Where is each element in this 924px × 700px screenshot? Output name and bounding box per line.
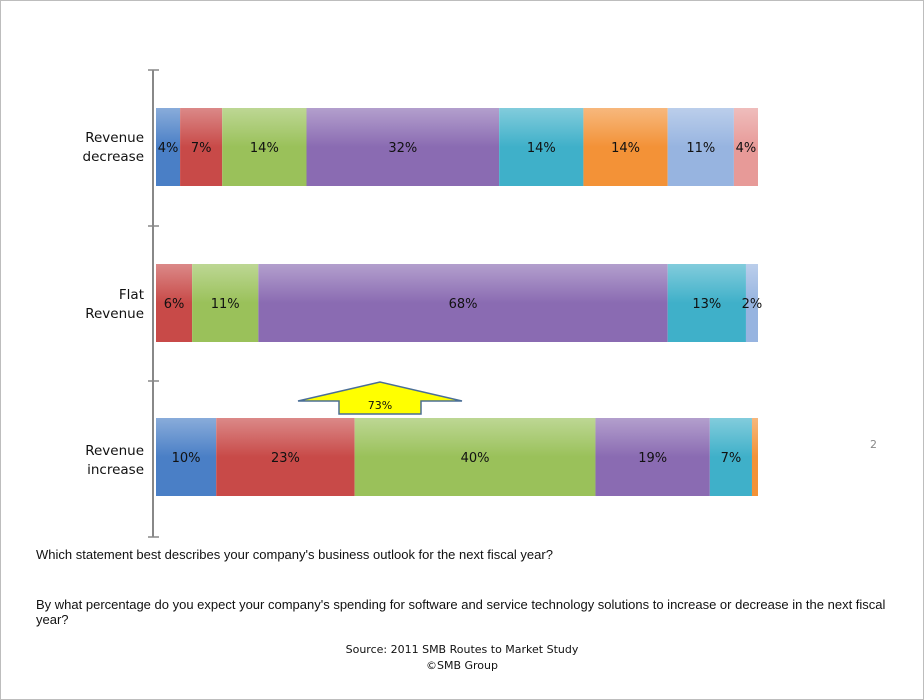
bar-segment (156, 264, 193, 342)
data-label: 2% (742, 297, 763, 312)
question-spending-change: By what percentage do you expect your co… (36, 597, 886, 627)
data-label: 11% (686, 141, 715, 156)
category-label-revenue-decrease: Revenue decrease (82, 130, 144, 165)
bar-segment (306, 108, 500, 186)
bar-segment (216, 418, 355, 496)
bar-segment (751, 418, 758, 496)
bar-segment (499, 108, 584, 186)
bar-segment (258, 264, 668, 342)
bar-segment (709, 418, 752, 496)
bar-segment (156, 108, 181, 186)
annotation-label: 73% (368, 399, 392, 412)
category-label-revenue-increase: Revenue increase (85, 443, 144, 478)
data-label: 4% (158, 141, 179, 156)
data-label: 10% (172, 451, 201, 466)
data-label: 19% (638, 451, 667, 466)
source-line: Source: 2011 SMB Routes to Market Study (345, 643, 579, 656)
data-label: 14% (250, 141, 279, 156)
bar-segment (667, 264, 746, 342)
category-label-flat-revenue: Flat Revenue (85, 287, 144, 322)
data-label: 7% (721, 451, 742, 466)
bar-segment (667, 108, 734, 186)
bar-segment (745, 264, 758, 342)
data-label: 23% (271, 451, 300, 466)
bar-segment (595, 418, 710, 496)
data-label: 13% (692, 297, 721, 312)
bar-segment (222, 108, 307, 186)
question-business-outlook: Which statement best describes your comp… (36, 547, 553, 562)
bar-segment (156, 418, 217, 496)
data-label: 4% (736, 141, 757, 156)
data-label: 11% (211, 297, 240, 312)
up-arrow-annotation (297, 381, 463, 415)
data-label: 40% (461, 451, 490, 466)
bar-segment (583, 108, 668, 186)
data-label: 14% (527, 141, 556, 156)
data-label: 14% (611, 141, 640, 156)
bar-segment (354, 418, 596, 496)
data-label: 6% (164, 297, 185, 312)
data-label: 68% (449, 297, 478, 312)
page-number: 2 (870, 438, 877, 451)
data-label: 32% (388, 141, 417, 156)
bar-segment (733, 108, 758, 186)
data-label: 7% (191, 141, 212, 156)
bar-segment (192, 264, 259, 342)
bar-segment (180, 108, 223, 186)
copyright-line: ©SMB Group (425, 659, 498, 672)
